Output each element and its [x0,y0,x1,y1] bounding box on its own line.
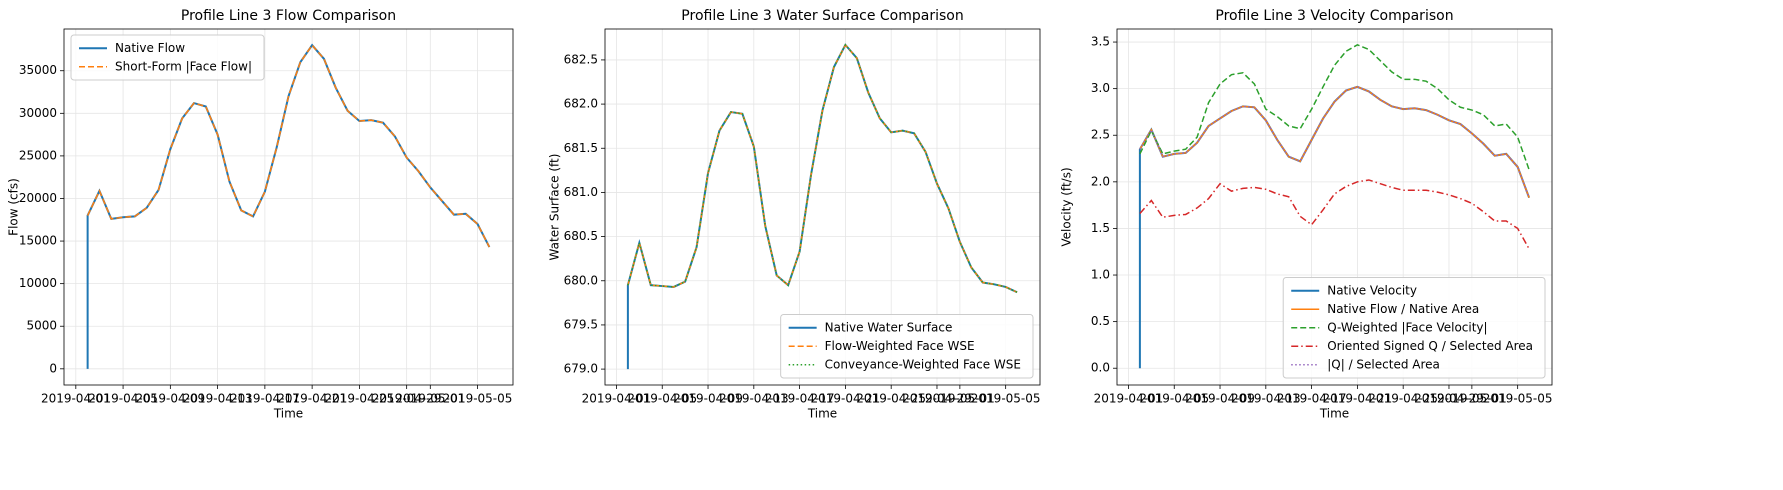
x-tick-label: 2019-04-09 [673,392,743,406]
y-tick-label: 682.0 [564,97,598,111]
legend-label: Native Velocity [1327,283,1417,297]
data-line [86,43,491,248]
x-tick-label: 2019-05-01 [395,392,465,406]
legend: Native Water Surface Flow-Weighted Face W… [780,314,1034,379]
x-tick-label: 2019-04-21 [277,392,347,406]
y-tick-label: 30000 [19,106,57,120]
x-tick-label: 2019-04-13 [183,392,253,406]
y-tick-label: 15000 [19,234,57,248]
legend-label: Conveyance-Weighted Face WSE [825,357,1021,371]
data-line [627,43,1018,293]
x-tick-label: 2019-04-21 [1323,392,1393,406]
x-tick-label: 2019-04-25 [1368,392,1438,406]
legend-box [780,314,1034,379]
data-line [627,43,1018,293]
y-tick-label: 0 [49,361,57,375]
y-tick-label: 20000 [19,191,57,205]
data-line [1139,179,1530,250]
x-tick-label: 2019-04-05 [88,392,158,406]
legend-label: Short-Form |Face Flow| [115,59,252,73]
x-tick-label: 2019-04-29 [1414,392,1484,406]
y-tick-label: 3.5 [1091,35,1110,49]
y-tick-label: 10000 [19,276,57,290]
x-tick-label: 2019-04-05 [1139,392,1209,406]
legend: Native Velocity Native Flow / Native Area… [1282,277,1546,379]
x-tick-label: 2019-05-05 [443,392,513,406]
legend: Native Flow Short-Form |Face Flow| [70,34,265,81]
y-tick-label: 25000 [19,148,57,162]
x-axis-label: Time [807,407,837,421]
y-tick-label: 680.0 [564,273,598,287]
legend-label: Native Flow [115,41,185,55]
x-tick-label: 2019-05-01 [1437,392,1507,406]
plot-frame [1116,28,1553,386]
data-line [86,43,491,369]
plot-frame [63,28,514,386]
y-tick-label: 1.5 [1091,221,1110,235]
subplot: 0.00.51.01.52.02.53.03.52019-04-012019-0… [1060,8,1553,421]
x-tick-label: 2019-04-13 [719,392,789,406]
legend-box [70,34,265,81]
y-axis-label: Velocity (ft/s) [1060,167,1074,246]
plot-frame [604,28,1041,386]
y-tick-label: 5000 [26,319,57,333]
x-tick-label: 2019-04-17 [1277,392,1347,406]
subplot: 0 5000 10000 15000 20000 25000 30000 35000 2019-… [7,8,514,421]
y-tick-label: 681.5 [564,141,598,155]
subplot: 679.0 679.5 680.0 680.5 681.0 681.5 682.0 682.5… [548,8,1041,421]
data-line [1139,85,1530,198]
y-tick-label: 680.5 [564,229,598,243]
subplot-title: Profile Line 3 Flow Comparison [181,8,396,24]
y-tick-label: 2.5 [1091,128,1110,142]
x-tick-label: 2019-04-25 [325,392,395,406]
x-tick-label: 2019-04-13 [1231,392,1301,406]
x-tick-label: 2019-04-29 [902,392,972,406]
legend-label: Q-Weighted |Face Velocity| [1327,320,1487,334]
y-axis-label: Flow (cfs) [7,178,21,236]
x-tick-label: 2019-05-05 [1483,392,1553,406]
y-tick-label: 682.5 [564,52,598,66]
x-tick-label: 2019-05-01 [925,392,995,406]
x-tick-label: 2019-04-09 [135,392,205,406]
x-tick-label: 2019-04-09 [1185,392,1255,406]
legend-label: Oriented Signed Q / Selected Area [1327,339,1533,353]
legend-box [1282,277,1546,379]
y-tick-label: 3.0 [1091,81,1110,95]
x-tick-label: 2019-04-29 [372,392,442,406]
x-tick-label: 2019-05-05 [971,392,1041,406]
x-tick-label: 2019-04-17 [765,392,835,406]
x-axis-label: Time [1319,407,1349,421]
legend-label: Native Flow / Native Area [1327,302,1479,316]
y-tick-label: 0.0 [1091,361,1110,375]
subplot-title: Profile Line 3 Velocity Comparison [1215,8,1453,24]
x-tick-label: 2019-04-01 [582,392,652,406]
x-tick-label: 2019-04-01 [41,392,111,406]
y-axis-label: Water Surface (ft) [548,154,562,261]
y-tick-label: 0.5 [1091,314,1110,328]
y-tick-label: 35000 [19,63,57,77]
x-tick-label: 2019-04-17 [230,392,300,406]
x-tick-label: 2019-04-21 [811,392,881,406]
x-tick-label: 2019-04-25 [856,392,926,406]
y-tick-label: 679.0 [564,362,598,376]
legend-label: Native Water Surface [825,320,953,334]
data-line [1139,44,1530,170]
x-tick-label: 2019-04-01 [1094,392,1164,406]
y-tick-label: 679.5 [564,317,598,331]
y-tick-label: 2.0 [1091,174,1110,188]
legend-label: |Q| / Selected Area [1327,357,1440,371]
y-tick-label: 1.0 [1091,268,1110,282]
subplot-title: Profile Line 3 Water Surface Comparison [681,8,963,24]
x-axis-label: Time [273,407,303,421]
x-tick-label: 2019-04-05 [627,392,697,406]
y-tick-label: 681.0 [564,185,598,199]
legend-label: Flow-Weighted Face WSE [825,339,975,353]
